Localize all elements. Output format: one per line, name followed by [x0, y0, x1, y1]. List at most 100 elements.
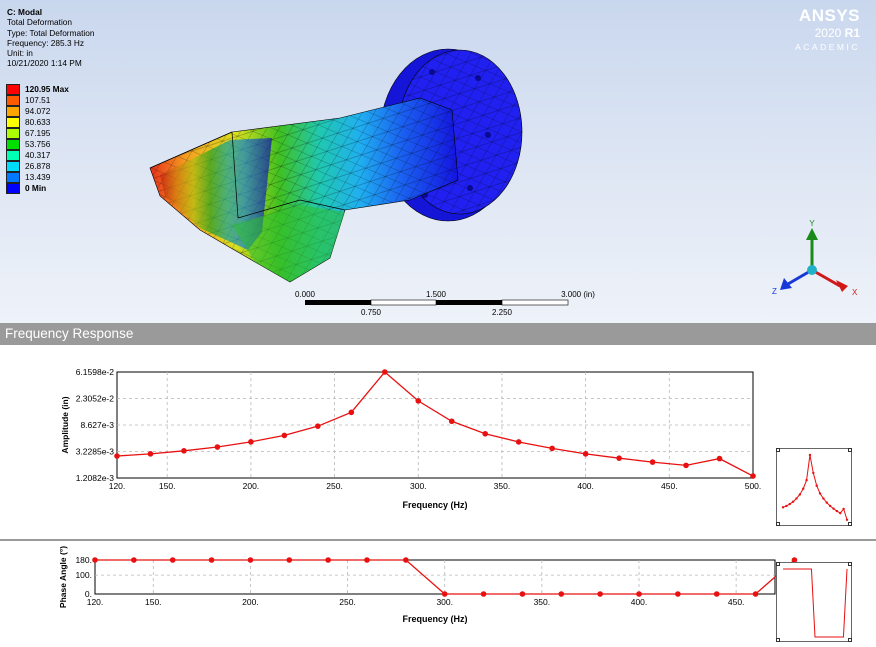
- result-unit: Unit: in: [7, 48, 33, 59]
- legend-value: 80.633: [25, 117, 51, 127]
- x-tick-label: 350.: [534, 597, 551, 607]
- data-point: [752, 591, 759, 597]
- data-point: [519, 591, 526, 597]
- thumb-corner-handle[interactable]: [848, 562, 852, 566]
- x-tick-label: 200.: [242, 597, 259, 607]
- thumb-corner-handle[interactable]: [848, 448, 852, 452]
- thumbnail-point: [822, 497, 825, 500]
- phase-chart-panel: 120. 150. 200. 250. 300. 350. 400. 450. 180. 100.…: [0, 539, 876, 647]
- thumbnail-point: [832, 507, 835, 510]
- data-point: [597, 591, 603, 597]
- thumb-corner-handle[interactable]: [776, 562, 780, 566]
- amplitude-thumbnail[interactable]: [776, 448, 852, 526]
- data-point: [480, 591, 487, 597]
- thumbnail-point: [845, 518, 849, 521]
- y-tick-label: 8.627e-3: [80, 420, 114, 430]
- legend-swatch: [6, 161, 20, 172]
- result-frequency: Frequency: 285.3 Hz: [7, 37, 85, 48]
- y-tick-label: 3.2285e-3: [76, 446, 115, 456]
- legend-value: 40.317: [25, 150, 51, 160]
- thumbnail-point: [825, 501, 828, 504]
- thumbnail-point: [815, 484, 818, 487]
- legend-value: 26.878: [25, 161, 51, 171]
- y-axis-label: Phase Angle (°): [58, 546, 68, 608]
- data-point: [286, 557, 293, 563]
- result-timestamp: 10/21/2020 1:14 PM: [7, 58, 82, 69]
- x-tick-label: 400.: [631, 597, 648, 607]
- plot-area: [94, 559, 776, 595]
- data-point: [169, 557, 176, 563]
- data-point: [181, 448, 187, 454]
- thumbnail-point: [788, 502, 791, 506]
- thumb-corner-handle[interactable]: [848, 522, 852, 526]
- legend-value: 53.756: [25, 139, 51, 149]
- thumbnail-point: [805, 478, 808, 482]
- data-point: [214, 444, 221, 450]
- phase-chart[interactable]: 120. 150. 200. 250. 300. 350. 400. 450. 180. 100.…: [0, 541, 876, 645]
- thumbnail-point: [812, 471, 815, 475]
- x-tick-label: 300.: [436, 597, 453, 607]
- y-tick-label: 100.: [75, 570, 92, 580]
- data-point: [114, 453, 120, 459]
- data-point: [441, 591, 448, 597]
- x-tick-label: 350.: [494, 481, 511, 491]
- thumbnail-point: [842, 507, 845, 511]
- thumb-corner-handle[interactable]: [848, 638, 852, 642]
- x-tick-label: 250.: [339, 597, 356, 607]
- legend-swatch: [6, 106, 20, 117]
- data-point: [364, 557, 370, 563]
- legend-swatch: [6, 95, 20, 106]
- data-point: [315, 423, 321, 429]
- legend-swatch: [6, 84, 20, 95]
- data-point: [348, 409, 355, 416]
- x-tick-label: 300.: [410, 481, 427, 491]
- x-tick-label: 450.: [661, 481, 678, 491]
- y-tick-label: 6.1598e-2: [76, 367, 115, 377]
- data-point: [558, 591, 565, 597]
- x-tick-label: 400.: [577, 481, 594, 491]
- data-point: [675, 591, 681, 597]
- amplitude-chart[interactable]: 120. 150. 200. 250. 300. 350. 400. 450. 500. 6.15…: [0, 345, 876, 535]
- result-info: C: Modal Total Deformation Type: Total D…: [7, 7, 94, 69]
- data-point: [582, 451, 589, 457]
- geometry-viewport[interactable]: C: Modal Total Deformation Type: Total D…: [0, 0, 876, 323]
- result-type: Type: Total Deformation: [7, 27, 95, 38]
- data-point: [448, 418, 455, 425]
- thumbnail-point: [802, 487, 805, 490]
- legend-swatch: [6, 117, 20, 128]
- thumb-corner-handle[interactable]: [776, 448, 780, 452]
- amplitude-chart-panel: 120. 150. 200. 250. 300. 350. 400. 450. 500. 6.15…: [0, 345, 876, 535]
- legend-swatch: [6, 128, 20, 139]
- brand-version: 2020 R1: [814, 26, 860, 40]
- data-point: [281, 432, 288, 439]
- model-render[interactable]: [0, 0, 876, 323]
- analysis-title: C: Modal: [7, 7, 43, 17]
- x-tick-label: 120.: [109, 481, 126, 491]
- y-tick-label: 2.3052e-2: [76, 394, 115, 404]
- x-tick-label: 250.: [326, 481, 343, 491]
- x-tick-label: 150.: [159, 481, 176, 491]
- data-point: [131, 557, 137, 563]
- thumb-corner-handle[interactable]: [776, 522, 780, 526]
- ansys-logo: ANSYS 2020 R1 ACADEMIC: [795, 6, 860, 54]
- y-tick-label: 0.: [85, 589, 92, 599]
- data-point: [515, 439, 522, 445]
- thumb-corner-handle[interactable]: [776, 638, 780, 642]
- x-tick-label: 200.: [243, 481, 260, 491]
- data-point: [713, 591, 720, 597]
- phase-thumbnail[interactable]: [776, 562, 852, 642]
- legend-value: 120.95 Max: [25, 84, 69, 94]
- legend-value: 94.072: [25, 106, 51, 116]
- legend-swatch: [6, 150, 20, 161]
- thumbnail-point: [791, 500, 795, 503]
- data-point: [325, 557, 331, 563]
- data-point: [248, 439, 254, 445]
- thumbnail-point: [781, 506, 785, 509]
- data-point: [482, 430, 489, 437]
- data-point: [549, 445, 555, 452]
- data-point: [791, 557, 798, 563]
- x-tick-label: 450.: [728, 597, 745, 607]
- x-tick-label: 500.: [745, 481, 762, 491]
- frequency-response-header[interactable]: Frequency Response: [0, 323, 876, 345]
- data-point: [92, 557, 98, 563]
